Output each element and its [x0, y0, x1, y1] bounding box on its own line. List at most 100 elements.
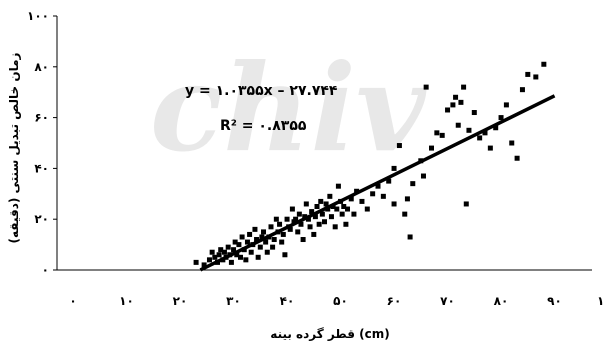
y-tick-labels: ۰ ۲۰ ۴۰ ۶۰ ۸۰ ۱۰۰ [27, 9, 57, 277]
data-point [255, 254, 261, 260]
x-tick-label: ۱۰ [119, 294, 134, 308]
y-axis-label: زمان خالص تبدیل سنتی (دقیقه) [7, 52, 21, 243]
data-point [231, 247, 237, 253]
data-point [348, 196, 354, 202]
data-point [351, 211, 357, 217]
data-point [305, 216, 311, 222]
data-point [284, 216, 290, 222]
data-point [339, 211, 345, 217]
data-point [404, 196, 410, 202]
data-point [343, 221, 349, 227]
data-point [327, 193, 333, 199]
data-point [493, 125, 499, 131]
data-point [487, 145, 493, 151]
x-tick-label: ۹۰ [547, 294, 562, 308]
data-point [429, 145, 434, 151]
y-tick-label: ۱۰۰ [27, 9, 49, 23]
data-point [323, 201, 329, 207]
x-tick-label: ۵۰ [333, 294, 348, 308]
data-point [280, 231, 286, 237]
data-point [445, 107, 451, 113]
data-point [391, 201, 397, 207]
data-point [206, 257, 212, 263]
data-point [509, 140, 515, 146]
data-point [303, 201, 309, 207]
data-point [193, 259, 199, 265]
y-tick-label: ۸۰ [34, 60, 49, 74]
data-point [396, 143, 402, 149]
data-point [248, 249, 254, 255]
data-point [420, 173, 426, 179]
x-axis-label: قطر گرده بینه (cm) [270, 327, 389, 341]
data-point [302, 214, 308, 220]
data-point [212, 254, 218, 260]
data-point [498, 115, 504, 121]
x-tick-label: ۴۰ [280, 294, 295, 308]
data-point [295, 229, 301, 235]
data-point [453, 94, 459, 100]
data-point [375, 183, 381, 189]
data-point [300, 237, 306, 243]
data-point [264, 249, 270, 255]
data-point [232, 239, 238, 245]
data-point [277, 221, 283, 227]
x-tick-label: ۷۰ [440, 294, 455, 308]
data-point [312, 214, 318, 220]
data-point [503, 102, 509, 108]
data-point [334, 206, 340, 212]
data-point [291, 219, 297, 225]
data-point [216, 252, 222, 258]
data-point [319, 211, 325, 217]
data-point [311, 231, 317, 237]
x-tick-label: ۶۰ [387, 294, 402, 308]
data-point [228, 259, 234, 265]
data-point [455, 122, 461, 128]
data-point [332, 224, 338, 230]
data-point [239, 234, 245, 240]
data-point [270, 244, 276, 250]
x-tick-labels: ۰ ۱۰ ۲۰ ۳۰ ۴۰ ۵۰ ۶۰ ۷۰ ۸۰ ۹۰ ۱۰۰ [69, 294, 603, 308]
data-point [271, 237, 277, 243]
data-point [386, 178, 392, 184]
data-point [234, 252, 240, 258]
x-tick-label: ۲۰ [173, 294, 188, 308]
data-point [307, 224, 313, 230]
data-point [541, 61, 547, 67]
data-point [259, 234, 265, 240]
r-squared-label: R² = ۰.۸۳۵۵ [220, 118, 307, 134]
data-point [247, 231, 253, 237]
data-point [533, 74, 539, 80]
data-point [252, 226, 258, 232]
data-point [218, 247, 224, 253]
data-point [450, 102, 456, 108]
y-tick-label: ۲۰ [34, 212, 49, 226]
data-point [296, 211, 302, 217]
data-point [201, 262, 207, 268]
data-point [282, 252, 288, 258]
trendline [199, 94, 556, 272]
data-point [209, 249, 215, 255]
data-point [359, 198, 365, 204]
data-point [254, 237, 260, 243]
data-point [407, 234, 413, 240]
data-point [238, 254, 244, 260]
data-point [225, 244, 231, 250]
axes [56, 16, 592, 271]
data-point [293, 216, 299, 222]
data-point [423, 84, 429, 90]
data-point [525, 71, 531, 77]
data-point [402, 211, 408, 217]
data-point [466, 127, 472, 133]
equation-label: y = ۱.۰۳۵۵x – ۲۷.۷۴۴ [185, 83, 338, 99]
data-point [439, 132, 445, 138]
data-point [236, 242, 242, 248]
data-point [263, 239, 269, 245]
data-point [273, 216, 279, 222]
data-point [261, 229, 267, 235]
data-point [298, 221, 304, 227]
data-point [458, 99, 464, 105]
data-point [309, 209, 315, 215]
data-point [341, 204, 347, 209]
data-point [391, 165, 397, 171]
x-tick-label: ۳۰ [226, 294, 241, 308]
